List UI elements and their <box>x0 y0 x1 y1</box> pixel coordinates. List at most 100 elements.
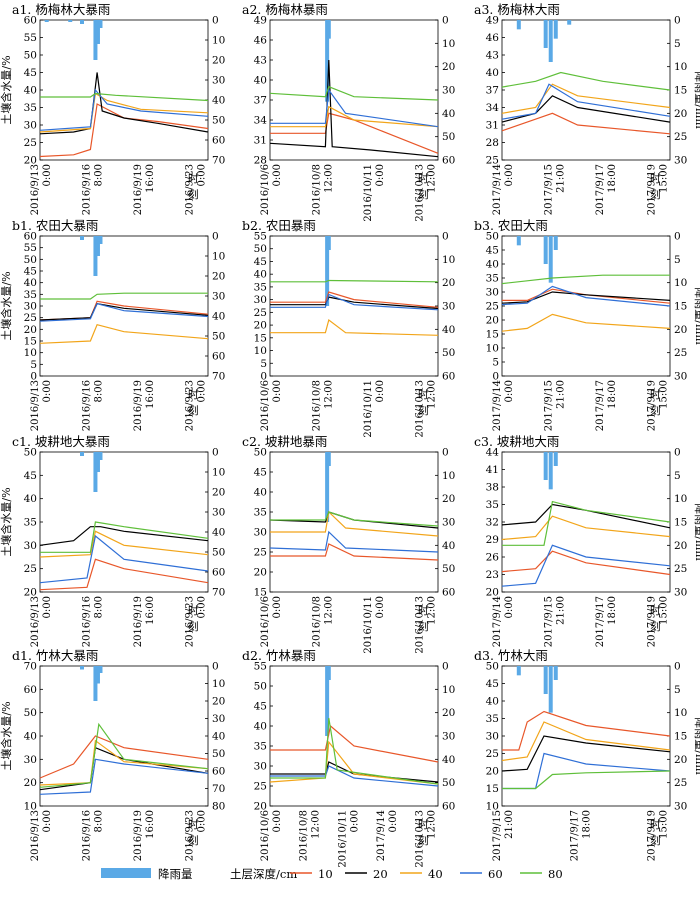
y-tick-label: 40 <box>24 85 37 97</box>
svg-text:2017/9/19: 2017/9/19 <box>647 164 658 215</box>
y-tick-label: 10 <box>254 345 267 357</box>
svg-text:16:00: 16:00 <box>145 380 156 409</box>
y-tick-label: 43 <box>254 55 267 67</box>
x-tick-label: 2016/9/23 0:00 <box>185 164 208 215</box>
y-tick-label: 34 <box>486 102 500 114</box>
svg-text:15:00: 15:00 <box>659 596 670 625</box>
rain-tick-label: 60 <box>442 587 455 599</box>
y-tick-label: 34 <box>254 115 268 127</box>
legend-label-40: 40 <box>428 867 443 881</box>
panel-title: a2. 杨梅林暴雨 <box>242 2 328 17</box>
y-tick-label: 15 <box>486 783 499 795</box>
svg-text:0:00: 0:00 <box>349 810 360 832</box>
panel-b3: b3. 农田大雨 0 5 10 15 20 25 30 35 40 45 50 0 5 10 15 20 25 30… <box>474 218 700 431</box>
x-axis-label-1: 时 <box>188 389 199 401</box>
rain-tick-label: 30 <box>442 517 455 529</box>
x-tick-label: 2016/9/19 16:00 <box>133 810 156 861</box>
svg-text:2016/9/13: 2016/9/13 <box>30 810 41 861</box>
rain-bar <box>95 666 100 684</box>
series-line-40 <box>269 740 439 785</box>
series-line-80 <box>39 722 209 788</box>
y-tick-label: 41 <box>486 464 499 476</box>
rain-bar <box>325 20 330 102</box>
rain-bar <box>95 452 100 472</box>
x-tick-label: 2017/9/15 21:00 <box>492 810 515 861</box>
svg-text:0:00: 0:00 <box>504 596 515 618</box>
plot-frame <box>269 665 439 807</box>
rain-tick-label: 40 <box>212 731 225 743</box>
series-line-80 <box>501 274 670 285</box>
series-line-20 <box>39 72 209 135</box>
series-line-60 <box>39 758 209 795</box>
x-tick-label: 2016/9/23 0:00 <box>185 596 208 647</box>
y-tick-label: 0 <box>260 371 267 383</box>
svg-text:0:00: 0:00 <box>197 164 208 186</box>
x-axis-label-2: 刻 <box>188 620 199 633</box>
x-tick-label: 2016/9/16 8:00 <box>82 596 105 647</box>
rain-tick-label: 50 <box>212 331 225 343</box>
svg-text:2016/10/11: 2016/10/11 <box>337 810 348 868</box>
rain-tick-label: 40 <box>212 527 225 539</box>
x-axis-label-2: 刻 <box>418 188 429 201</box>
svg-text:2017/9/15: 2017/9/15 <box>544 164 555 215</box>
y-tick-label: 20 <box>486 315 499 327</box>
x-tick-label: 2016/9/16 8:00 <box>82 380 105 431</box>
rain-axis-label: 降雨量/mm <box>693 287 700 345</box>
series-line-80 <box>40 92 209 102</box>
rain-tick-label: 30 <box>212 713 225 725</box>
series-line-60 <box>501 544 671 587</box>
x-tick-label: 2017/9/14 0:00 <box>376 810 399 861</box>
svg-text:16:00: 16:00 <box>145 596 156 625</box>
x-tick-label: 2017/9/14 0:00 <box>492 596 515 647</box>
panel-c3: c3. 坡耕地大雨 20 23 26 29 32 35 38 41 44 0 5 10 15 20 25 30 降… <box>474 434 700 647</box>
y-tick-label: 30 <box>254 527 267 539</box>
x-tick-label: 2017/9/19 15:00 <box>647 380 670 431</box>
x-axis-label-1: 时 <box>650 605 661 617</box>
y-tick-label: 45 <box>486 245 499 257</box>
svg-text:2017/9/14: 2017/9/14 <box>492 380 503 431</box>
rain-bar <box>326 666 331 680</box>
svg-text:12:00: 12:00 <box>324 164 335 193</box>
y-tick-label: 26 <box>486 552 500 564</box>
series-line-80 <box>270 717 439 785</box>
x-tick-label: 2016/9/19 16:00 <box>133 164 156 215</box>
series-line-60 <box>269 530 439 553</box>
x-tick-label: 2016/10/13 12:00 <box>415 596 438 654</box>
y-tick-label: 20 <box>254 801 267 813</box>
rain-tick-label: 70 <box>212 587 225 599</box>
y-tick-label: 20 <box>24 587 37 599</box>
y-tick-label: 40 <box>486 696 499 708</box>
rain-tick-label: 50 <box>442 131 455 143</box>
series-line-10 <box>501 112 671 135</box>
rain-bar <box>553 236 558 250</box>
x-tick-label: 2017/9/15 21:00 <box>544 164 567 215</box>
rain-tick-label: 60 <box>212 135 225 147</box>
y-tick-label: 30 <box>486 731 499 743</box>
svg-text:8:00: 8:00 <box>94 810 105 832</box>
svg-text:21:00: 21:00 <box>556 596 567 625</box>
svg-text:0:00: 0:00 <box>42 380 53 402</box>
rain-tick-label: 20 <box>442 277 455 289</box>
panel-d1: d1. 竹林大暴雨 10 20 30 40 50 60 70 0 10 20 30 40 50 60 70 80… <box>0 648 225 861</box>
series-line-80 <box>269 85 439 101</box>
series-line-40 <box>501 515 671 541</box>
y-tick-label: 28 <box>254 155 267 167</box>
svg-text:18:00: 18:00 <box>607 380 618 409</box>
x-axis-label-2: 刻 <box>188 188 199 201</box>
rain-tick-label: 25 <box>674 777 687 789</box>
svg-text:15:00: 15:00 <box>659 164 670 193</box>
y-tick-label: 50 <box>486 661 499 673</box>
panel-a1: a1. 杨梅林大暴雨 20 25 30 35 40 45 50 55 60 0 10 20 30 40 50 6… <box>0 2 225 215</box>
y-tick-label: 55 <box>254 661 267 673</box>
rain-tick-label: 30 <box>212 291 225 303</box>
rain-bar <box>93 20 98 60</box>
svg-text:2016/9/23: 2016/9/23 <box>185 810 196 861</box>
series-line-80 <box>270 511 439 527</box>
svg-text:2016/10/6: 2016/10/6 <box>260 810 271 861</box>
rain-bar <box>326 452 331 466</box>
rain-tick-label: 15 <box>674 301 687 313</box>
series-line-80 <box>502 770 671 790</box>
svg-text:0:00: 0:00 <box>272 810 283 832</box>
rain-tick-label: 15 <box>674 731 687 743</box>
